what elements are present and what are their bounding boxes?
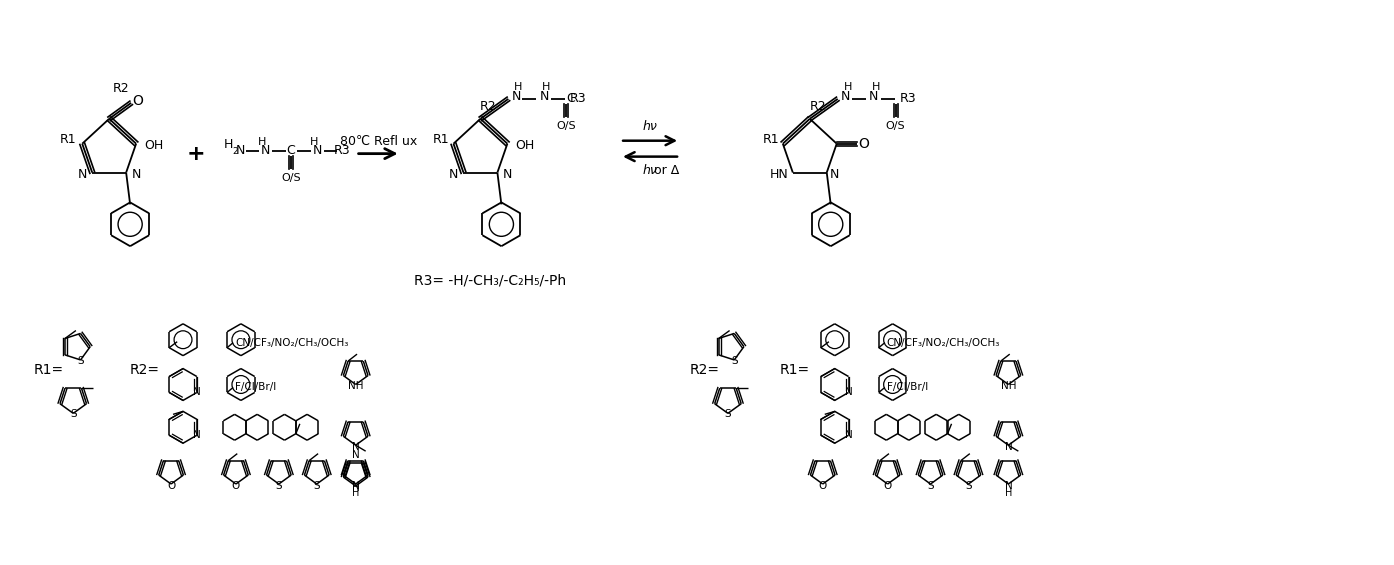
Text: N: N (868, 90, 878, 103)
Text: R2=: R2= (690, 363, 721, 376)
Text: O/S: O/S (885, 121, 906, 131)
Text: R1: R1 (60, 133, 77, 146)
Text: R2: R2 (810, 101, 827, 114)
Text: R2: R2 (480, 101, 496, 114)
Text: O: O (818, 481, 827, 491)
Text: N: N (351, 481, 360, 491)
Text: H: H (514, 82, 523, 92)
Text: R1=: R1= (779, 363, 810, 376)
Text: N: N (192, 430, 201, 440)
Text: R3: R3 (333, 144, 350, 157)
Text: O: O (167, 481, 176, 491)
Text: H: H (353, 488, 360, 498)
Text: N: N (261, 144, 270, 157)
Text: N: N (192, 388, 201, 397)
Text: H: H (542, 82, 551, 92)
Text: O: O (231, 481, 240, 491)
Text: H: H (309, 137, 318, 147)
Text: O/S: O/S (556, 121, 576, 131)
Text: O: O (132, 94, 144, 108)
Text: R3: R3 (899, 93, 916, 106)
Text: F/Cl/Br/I: F/Cl/Br/I (236, 383, 276, 393)
Text: N: N (1005, 481, 1012, 491)
Text: +: + (187, 144, 205, 164)
Text: OH: OH (145, 139, 163, 152)
Text: H: H (871, 82, 880, 92)
Text: O: O (859, 137, 868, 151)
Text: or Δ: or Δ (651, 164, 680, 177)
Text: hν: hν (643, 164, 658, 177)
Text: R3: R3 (570, 93, 587, 106)
Text: N: N (512, 90, 521, 103)
Text: S: S (965, 481, 972, 491)
Text: N: N (131, 168, 141, 181)
Text: CN/CF₃/NO₂/CH₃/OCH₃: CN/CF₃/NO₂/CH₃/OCH₃ (236, 338, 348, 347)
Text: R1=: R1= (33, 363, 64, 376)
Text: OH: OH (516, 139, 535, 152)
Text: O/S: O/S (282, 172, 301, 182)
Text: 2: 2 (233, 147, 238, 156)
Text: S: S (77, 356, 84, 366)
Text: N: N (236, 144, 245, 157)
Text: HN: HN (769, 168, 788, 181)
Text: N: N (351, 450, 360, 460)
Text: H: H (843, 82, 852, 92)
Text: R3= -H/-CH₃/-C₂H₅/-Ph: R3= -H/-CH₃/-C₂H₅/-Ph (414, 273, 566, 287)
Text: S: S (314, 481, 321, 491)
Text: N: N (78, 168, 86, 181)
Text: S: S (276, 481, 282, 491)
Text: NH: NH (348, 381, 364, 392)
Text: N: N (845, 388, 852, 397)
Text: S: S (927, 481, 934, 491)
Text: H: H (258, 137, 266, 147)
Text: N: N (1005, 442, 1012, 452)
Text: NH: NH (1001, 381, 1016, 392)
Text: R1: R1 (763, 133, 779, 146)
Text: CN/CF₃/NO₂/CH₃/OCH₃: CN/CF₃/NO₂/CH₃/OCH₃ (887, 338, 999, 347)
Text: N: N (351, 442, 360, 452)
Text: S: S (725, 410, 732, 419)
Text: H: H (1005, 488, 1012, 498)
Text: N: N (503, 168, 512, 181)
Text: C: C (286, 144, 296, 157)
Text: N: N (829, 168, 839, 181)
Text: S: S (70, 410, 77, 419)
Text: R2: R2 (113, 82, 130, 95)
Text: S: S (730, 356, 737, 366)
Text: N: N (539, 90, 549, 103)
Text: N: N (841, 90, 850, 103)
Text: hν: hν (643, 120, 658, 133)
Text: 80℃ Refl ux: 80℃ Refl ux (340, 135, 417, 148)
Text: C: C (566, 93, 574, 106)
Text: F/Cl/Br/I: F/Cl/Br/I (887, 383, 928, 393)
Text: H: H (351, 483, 360, 493)
Text: O: O (884, 481, 892, 491)
Text: N: N (845, 430, 852, 440)
Text: H: H (224, 138, 234, 151)
Text: R2=: R2= (130, 363, 159, 376)
Text: R1: R1 (434, 133, 450, 146)
Text: N: N (449, 168, 459, 181)
Text: N: N (314, 144, 322, 157)
